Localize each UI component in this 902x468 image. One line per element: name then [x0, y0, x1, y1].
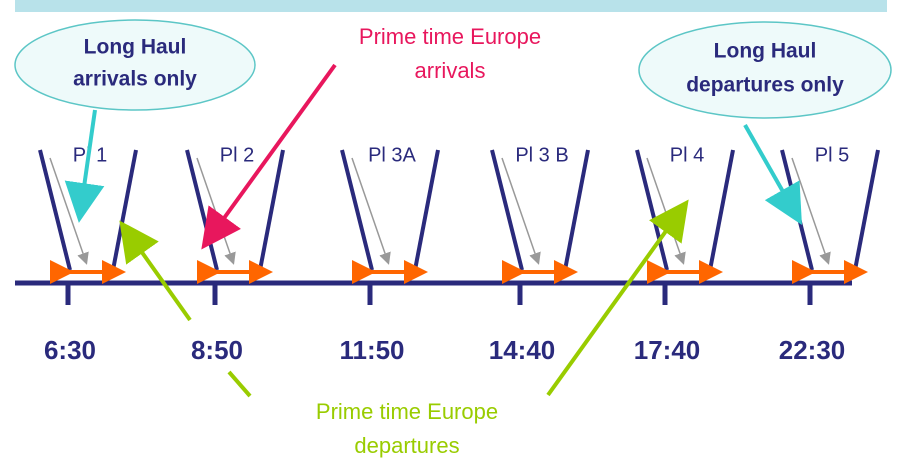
callout-text: Prime time Europe: [359, 24, 541, 49]
arrow: [546, 199, 689, 397]
platform-label: Pl 4: [670, 144, 704, 166]
callout-text: Long Haul: [84, 36, 187, 59]
arrow: [227, 370, 252, 398]
platform-label: Pl 3A: [368, 144, 416, 166]
callout-ellipse: [14, 19, 256, 111]
funnel-side: [111, 149, 138, 271]
time-label: 22:30: [779, 335, 846, 365]
flow-arrow: [501, 157, 541, 265]
time-label: 17:40: [634, 335, 701, 365]
funnel-side: [708, 149, 735, 271]
callout-text: Prime time Europe: [316, 399, 498, 424]
funnel-side: [853, 149, 880, 271]
flow-arrow: [791, 157, 831, 265]
funnel-side: [185, 149, 219, 271]
funnel-side: [340, 149, 374, 271]
time-label: 6:30: [44, 335, 96, 365]
platform-label: Pl 2: [220, 144, 254, 166]
funnel-side: [780, 149, 814, 271]
arrow: [201, 63, 337, 250]
funnel-side: [490, 149, 524, 271]
arrow: [119, 220, 192, 322]
time-label: 14:40: [489, 335, 556, 365]
callout-text: departures only: [686, 74, 844, 97]
arrow: [64, 109, 105, 223]
arrow: [743, 124, 802, 225]
time-label: 11:50: [339, 335, 404, 365]
callout-text: Long Haul: [714, 40, 817, 63]
platform-label: Pl 3 B: [515, 144, 568, 166]
callout-text: departures: [354, 433, 459, 458]
funnel-side: [563, 149, 590, 271]
funnel-side: [413, 149, 440, 271]
funnel-side: [38, 149, 72, 271]
time-label: 8:50: [191, 335, 243, 365]
callout-text: arrivals: [415, 58, 486, 83]
flow-arrow: [351, 157, 391, 265]
callout-ellipse: [638, 21, 892, 119]
callout-text: arrivals only: [73, 68, 197, 91]
platform-label: Pl 5: [815, 144, 849, 166]
funnel-side: [258, 149, 285, 271]
top-band: [15, 0, 887, 12]
